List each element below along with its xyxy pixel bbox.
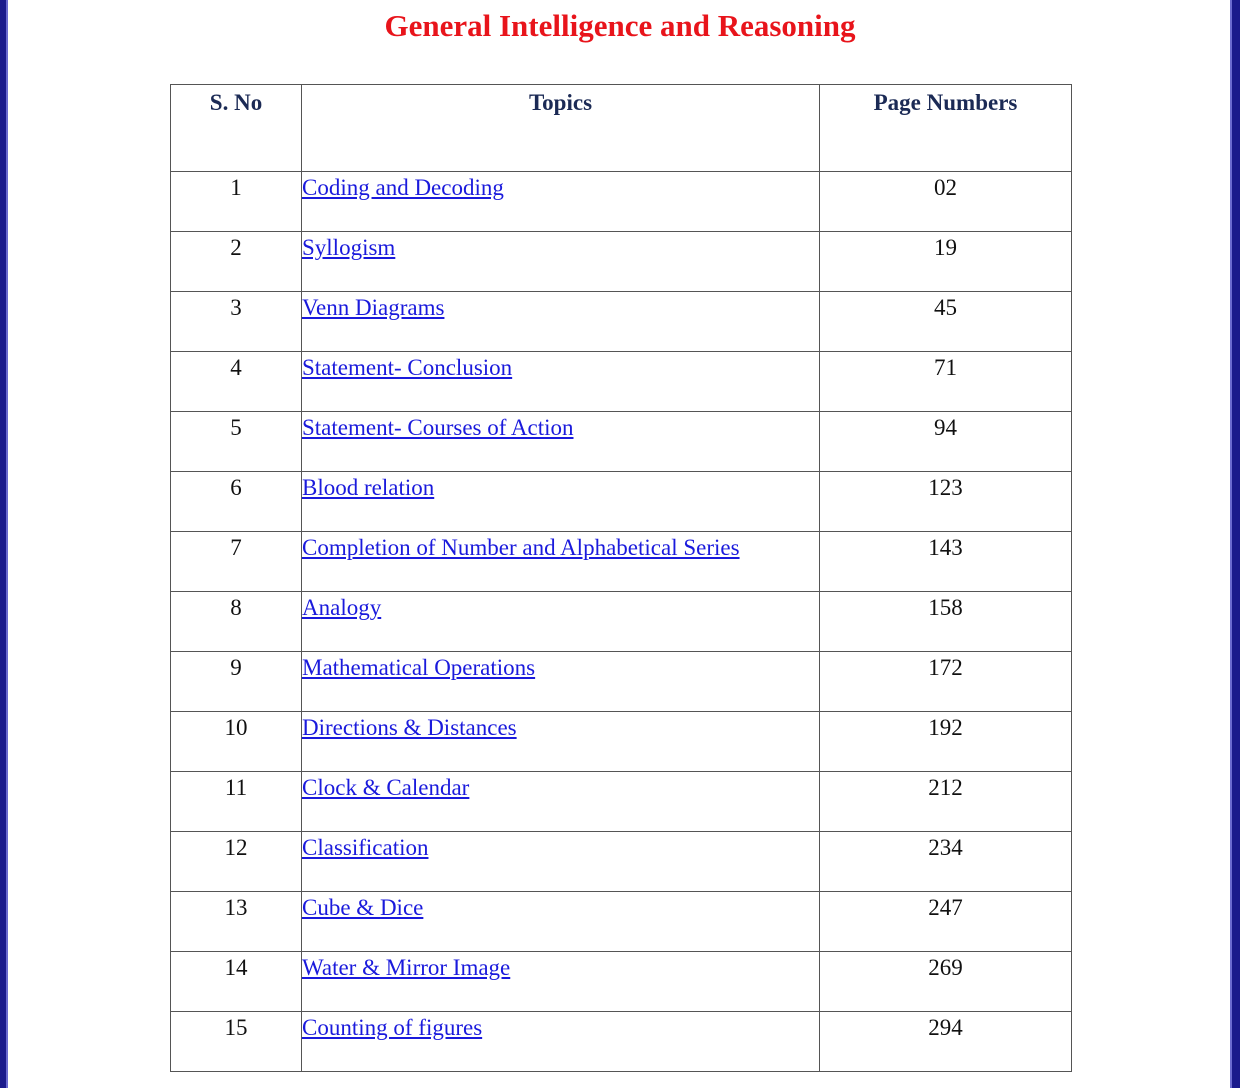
topic-link[interactable]: Syllogism (302, 235, 396, 260)
topic-link[interactable]: Analogy (302, 595, 382, 620)
table-body: 1 Coding and Decoding 02 2 Syllogism 19 3 Venn … (170, 171, 1072, 1072)
topic-link[interactable]: Statement- Conclusion (302, 355, 513, 380)
row-page-number: 02 (819, 171, 1072, 232)
row-page-number: 269 (819, 951, 1072, 1012)
table-row: 8 Analogy 158 (170, 591, 1072, 652)
row-topic-cell: Coding and Decoding (301, 171, 820, 232)
header-sno: S. No (170, 84, 302, 172)
row-page-number: 192 (819, 711, 1072, 772)
row-serial-number: 1 (170, 171, 302, 232)
row-page-number: 234 (819, 831, 1072, 892)
table-header-row: S. No Topics Page Numbers (170, 84, 1072, 172)
contents-table: S. No Topics Page Numbers 1 Coding and De… (170, 84, 1072, 1072)
row-serial-number: 4 (170, 351, 302, 412)
row-serial-number: 2 (170, 231, 302, 292)
table-row: 9 Mathematical Operations 172 (170, 651, 1072, 712)
row-topic-cell: Analogy (301, 591, 820, 652)
row-topic-cell: Mathematical Operations (301, 651, 820, 712)
table-row: 4 Statement- Conclusion 71 (170, 351, 1072, 412)
row-topic-cell: Water & Mirror Image (301, 951, 820, 1012)
row-topic-cell: Syllogism (301, 231, 820, 292)
topic-link[interactable]: Coding and Decoding (302, 175, 504, 200)
row-serial-number: 7 (170, 531, 302, 592)
topic-link[interactable]: Directions & Distances (302, 715, 517, 740)
row-topic-cell: Directions & Distances (301, 711, 820, 772)
table-row: 13 Cube & Dice 247 (170, 891, 1072, 952)
row-serial-number: 10 (170, 711, 302, 772)
row-serial-number: 15 (170, 1011, 302, 1072)
row-page-number: 71 (819, 351, 1072, 412)
row-serial-number: 12 (170, 831, 302, 892)
row-serial-number: 9 (170, 651, 302, 712)
header-topics: Topics (301, 84, 820, 172)
table-row: 14 Water & Mirror Image 269 (170, 951, 1072, 1012)
row-serial-number: 14 (170, 951, 302, 1012)
table-row: 15 Counting of figures 294 (170, 1011, 1072, 1072)
topic-link[interactable]: Mathematical Operations (302, 655, 536, 680)
topic-link[interactable]: Statement- Courses of Action (302, 415, 574, 440)
topic-link[interactable]: Completion of Number and Alphabetical Se… (302, 535, 740, 560)
row-topic-cell: Statement- Courses of Action (301, 411, 820, 472)
table-row: 12 Classification 234 (170, 831, 1072, 892)
topic-link[interactable]: Cube & Dice (302, 895, 424, 920)
page-title: General Intelligence and Reasoning (384, 8, 856, 43)
row-serial-number: 13 (170, 891, 302, 952)
table-row: 10 Directions & Distances 192 (170, 711, 1072, 772)
row-topic-cell: Cube & Dice (301, 891, 820, 952)
row-topic-cell: Blood relation (301, 471, 820, 532)
row-page-number: 294 (819, 1011, 1072, 1072)
row-topic-cell: Completion of Number and Alphabetical Se… (301, 531, 820, 592)
row-serial-number: 5 (170, 411, 302, 472)
row-topic-cell: Clock & Calendar (301, 771, 820, 832)
row-page-number: 123 (819, 471, 1072, 532)
header-page-numbers: Page Numbers (819, 84, 1072, 172)
row-page-number: 94 (819, 411, 1072, 472)
topic-link[interactable]: Counting of figures (302, 1015, 483, 1040)
row-page-number: 212 (819, 771, 1072, 832)
table-row: 3 Venn Diagrams 45 (170, 291, 1072, 352)
table-row: 2 Syllogism 19 (170, 231, 1072, 292)
topic-link[interactable]: Venn Diagrams (302, 295, 445, 320)
table-row: 1 Coding and Decoding 02 (170, 171, 1072, 232)
row-topic-cell: Venn Diagrams (301, 291, 820, 352)
row-serial-number: 8 (170, 591, 302, 652)
row-page-number: 143 (819, 531, 1072, 592)
row-serial-number: 3 (170, 291, 302, 352)
topic-link[interactable]: Blood relation (302, 475, 435, 500)
page-border-right (1230, 0, 1240, 1088)
row-page-number: 247 (819, 891, 1072, 952)
topic-link[interactable]: Classification (302, 835, 429, 860)
table-row: 5 Statement- Courses of Action 94 (170, 411, 1072, 472)
table-row: 6 Blood relation 123 (170, 471, 1072, 532)
topic-link[interactable]: Clock & Calendar (302, 775, 470, 800)
table-row: 11 Clock & Calendar 212 (170, 771, 1072, 832)
row-page-number: 19 (819, 231, 1072, 292)
page-border-left (0, 0, 8, 1088)
row-topic-cell: Counting of figures (301, 1011, 820, 1072)
row-topic-cell: Classification (301, 831, 820, 892)
row-page-number: 45 (819, 291, 1072, 352)
row-page-number: 158 (819, 591, 1072, 652)
row-page-number: 172 (819, 651, 1072, 712)
table-row: 7 Completion of Number and Alphabetical S… (170, 531, 1072, 592)
row-serial-number: 6 (170, 471, 302, 532)
row-topic-cell: Statement- Conclusion (301, 351, 820, 412)
topic-link[interactable]: Water & Mirror Image (302, 955, 511, 980)
row-serial-number: 11 (170, 771, 302, 832)
